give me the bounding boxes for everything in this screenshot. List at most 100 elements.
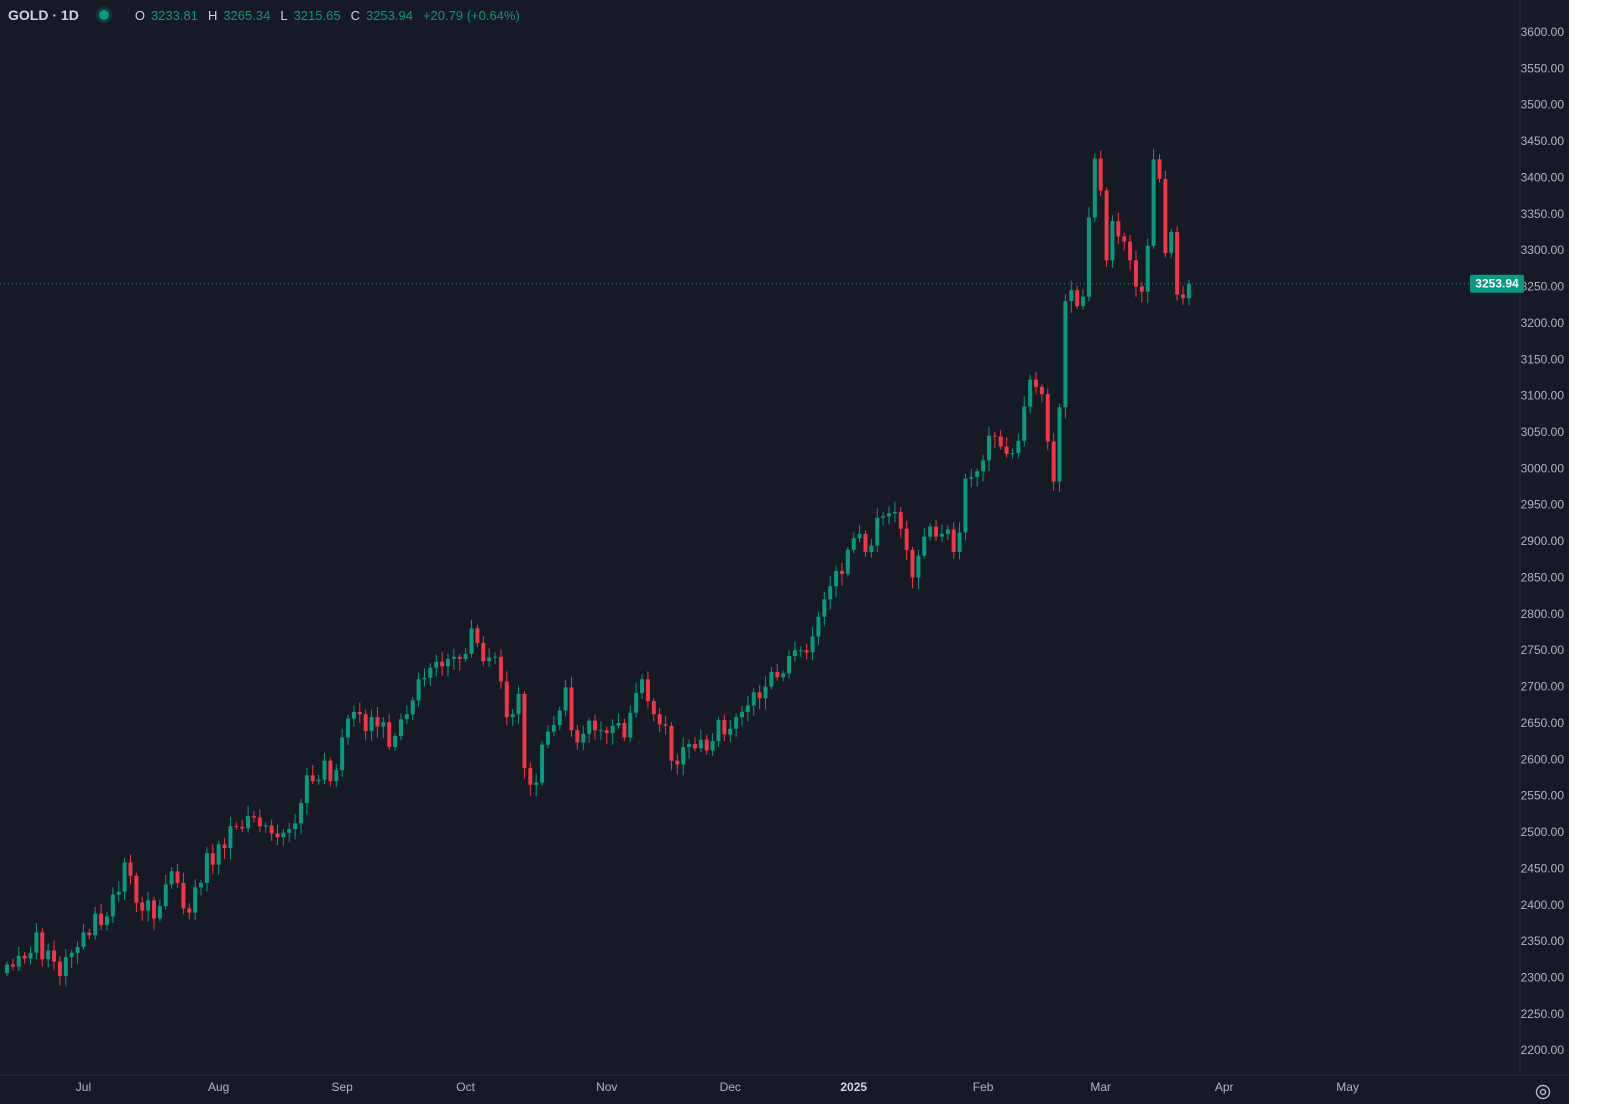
candle [604, 726, 609, 745]
candle [1057, 403, 1062, 492]
candle-body [963, 478, 968, 533]
candle [1186, 280, 1191, 306]
candle [1022, 396, 1027, 447]
candle-body [257, 817, 262, 827]
candle-body [1128, 241, 1133, 261]
price-tick-label: 2550.00 [1521, 789, 1565, 803]
candle [834, 565, 839, 598]
candle [845, 546, 850, 577]
candle [757, 685, 762, 710]
candle-body [740, 712, 744, 718]
candle-body [1186, 283, 1191, 299]
gear-icon[interactable] [1534, 1083, 1552, 1101]
candle [616, 713, 621, 729]
candle [134, 872, 139, 913]
candle-body [1022, 406, 1027, 441]
chart-container[interactable]: 2200.00 2250.00 2300.00 2350.00 2400.00 2450.… [0, 0, 1569, 1104]
candle [210, 844, 215, 875]
candle [892, 501, 897, 523]
candle-body [346, 718, 351, 738]
candle [469, 619, 474, 658]
candle [534, 773, 539, 797]
candle [557, 706, 562, 731]
high-label: H [207, 7, 218, 23]
candle [5, 961, 9, 977]
candle-body [446, 658, 450, 667]
candle-body [1092, 158, 1097, 218]
candle-body [881, 516, 886, 518]
candle [1010, 448, 1015, 459]
candle [169, 866, 174, 889]
candle [328, 757, 333, 787]
candle-body [1086, 217, 1091, 297]
candle-body [845, 549, 850, 574]
candle-body [834, 570, 839, 587]
price-tick-label: 2250.00 [1521, 1007, 1565, 1021]
candle-body [910, 549, 915, 578]
candle-body [410, 700, 415, 715]
candle-body [334, 770, 339, 782]
candle [451, 648, 456, 670]
price-tick-label: 2400.00 [1521, 898, 1565, 912]
candle-body [1016, 440, 1021, 454]
candle-body [322, 760, 327, 780]
candle [839, 562, 844, 586]
candle-body [681, 746, 686, 765]
candle-body [710, 741, 715, 751]
candle-body [622, 722, 627, 738]
candle-body [1169, 232, 1174, 254]
candle [728, 720, 733, 742]
open-value: 3233.81 [150, 7, 198, 23]
candle-body [981, 460, 986, 472]
candle-body [939, 533, 944, 537]
last-price-line: 3253.94 [0, 274, 1524, 293]
candle [1157, 154, 1162, 183]
candle-body [545, 731, 550, 745]
time-axis[interactable]: Jul Aug Sep Oct Nov Dec 2025 Feb Mar Apr May [0, 1074, 1569, 1094]
market-status-icon[interactable] [98, 10, 109, 20]
close-label: C [350, 7, 360, 23]
time-tick-label: May [1336, 1080, 1359, 1094]
candle [193, 879, 198, 921]
candle [916, 549, 921, 590]
candle [816, 612, 821, 646]
candle [1069, 280, 1074, 313]
candle [1175, 226, 1180, 301]
candle [651, 698, 656, 722]
candle-body [1157, 159, 1162, 179]
open-label: O [134, 7, 145, 23]
symbol-legend[interactable]: GOLD · 1D O 3233.81 H 3265.34 L 3215.65 C 32… [8, 5, 520, 25]
candle-body [951, 529, 956, 553]
candle-body [1034, 379, 1038, 387]
candle-body [992, 435, 997, 437]
price-tick-label: 3600.00 [1521, 25, 1565, 39]
candle-body [240, 826, 245, 829]
candle-body [1116, 221, 1121, 237]
candle [1039, 384, 1044, 403]
candle-body [534, 782, 539, 785]
candle-body [1063, 301, 1068, 408]
candle-body [310, 775, 315, 782]
candle-body [81, 932, 86, 947]
candle [1133, 250, 1138, 297]
candle-body [1145, 245, 1150, 292]
candle [263, 822, 268, 833]
candle-body [828, 586, 833, 600]
symbol-name[interactable]: GOLD · 1D [8, 7, 79, 23]
candle [551, 715, 556, 737]
candle [640, 674, 645, 699]
candle [493, 652, 498, 665]
candle [381, 717, 386, 739]
candle-body [63, 957, 68, 977]
candle-body [269, 825, 274, 834]
candle-body [1122, 236, 1127, 242]
candle-body [822, 599, 827, 617]
candle-body [704, 739, 709, 751]
candlestick-chart[interactable]: 2200.00 2250.00 2300.00 2350.00 2400.00 2450.… [0, 0, 1569, 1104]
candle-body [975, 471, 980, 478]
candle [581, 725, 586, 751]
price-axis[interactable]: 2200.00 2250.00 2300.00 2350.00 2400.00 2450.… [1519, 0, 1569, 1104]
candle-body [675, 760, 680, 765]
candle-body [769, 672, 774, 687]
candle [1098, 150, 1103, 197]
